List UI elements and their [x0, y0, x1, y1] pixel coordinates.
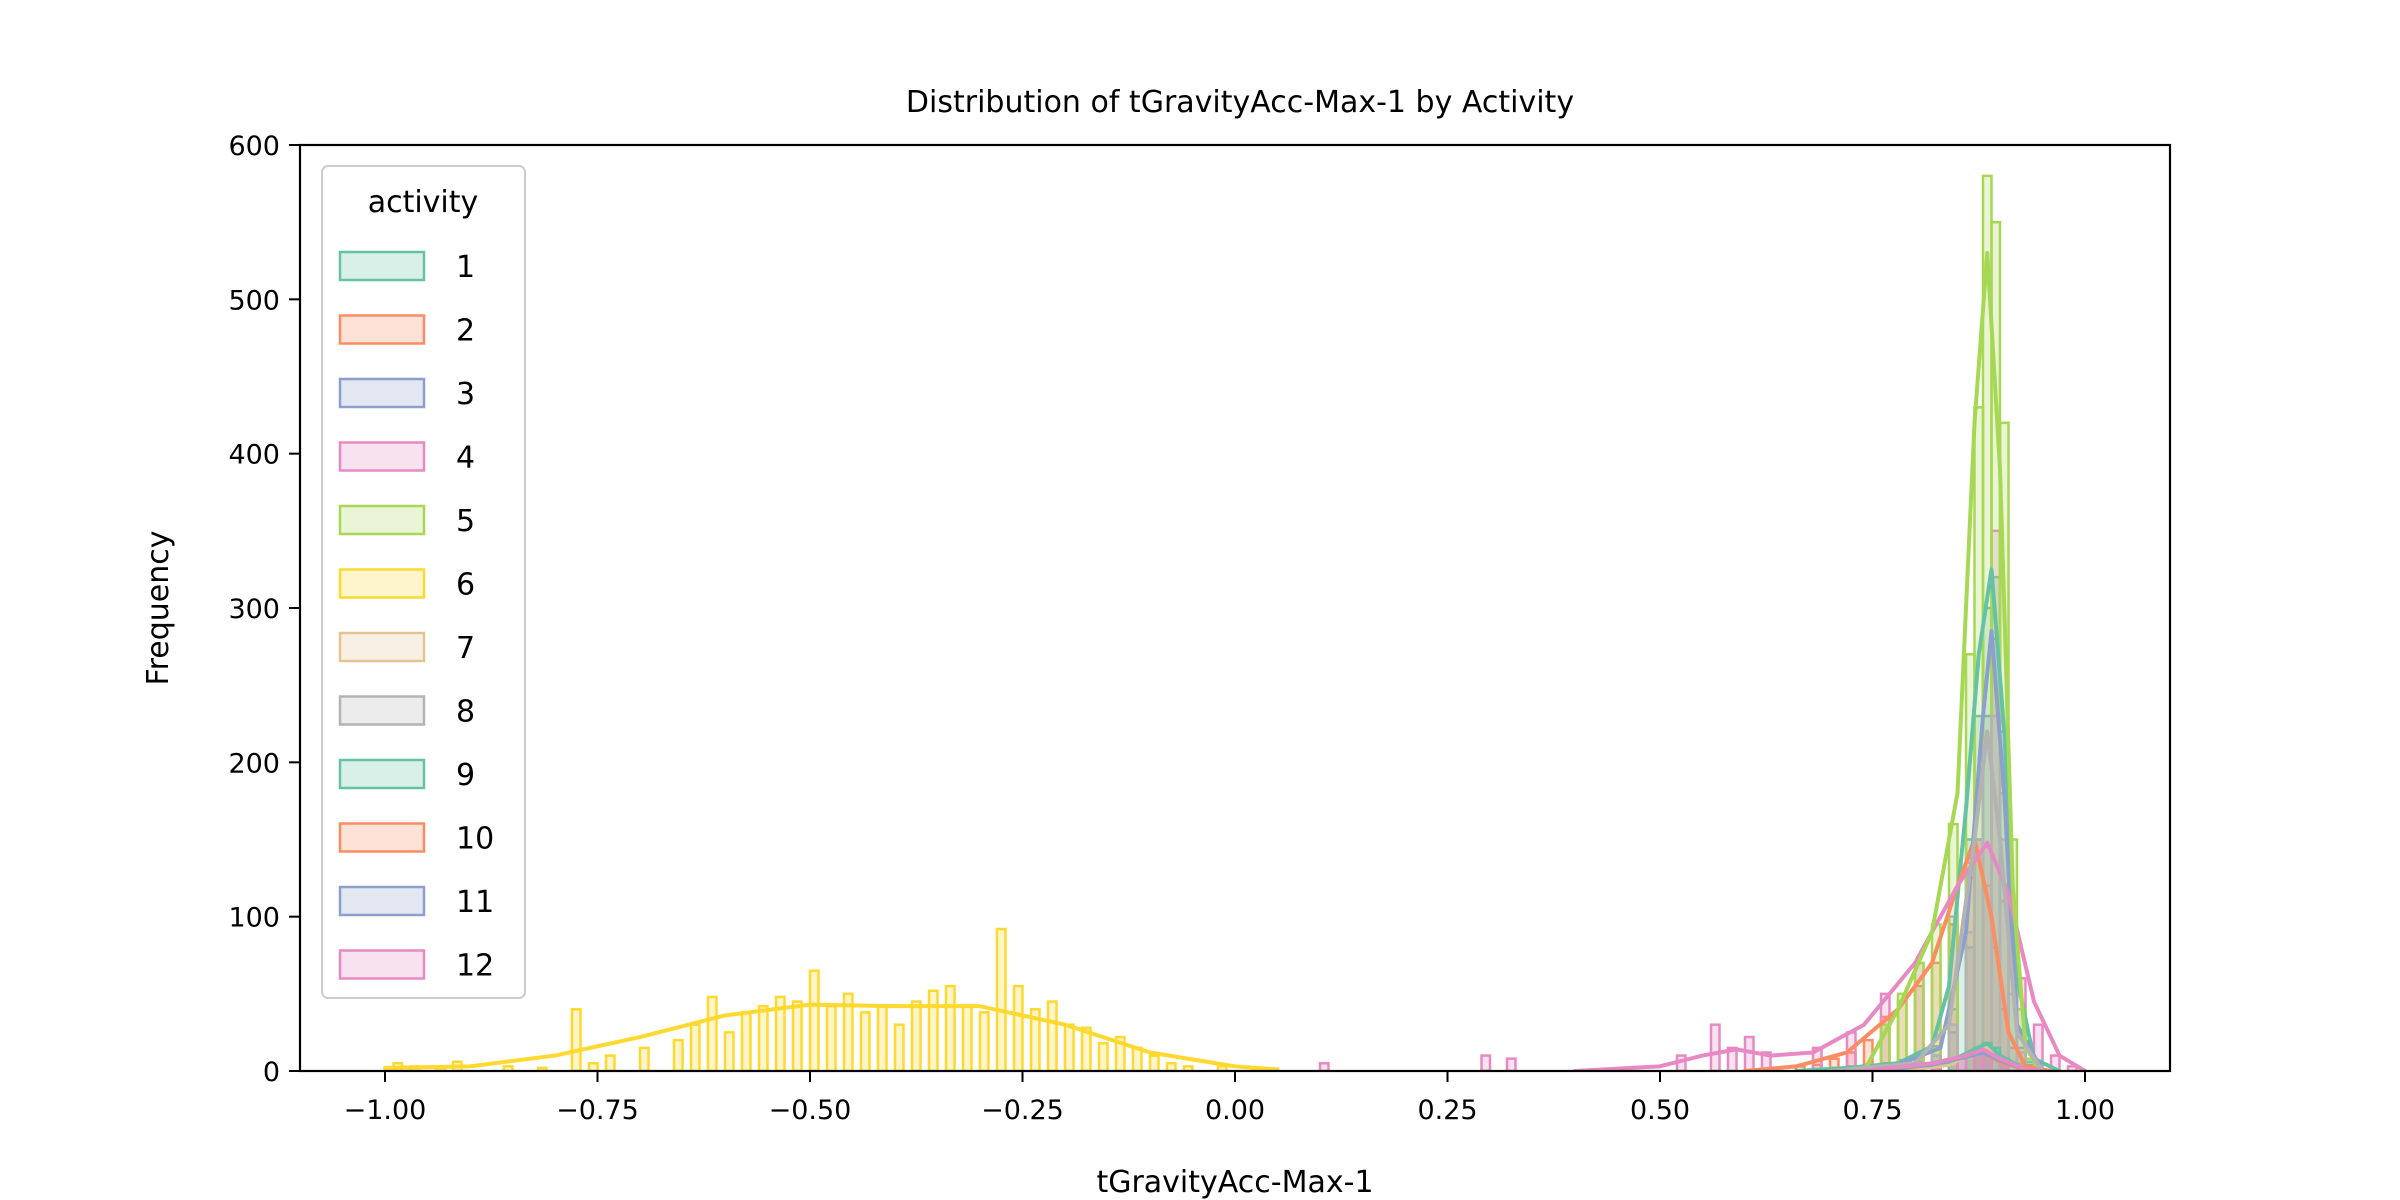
bar-s6-b18: [808, 969, 820, 1071]
y-tick-label-5: 500: [228, 285, 280, 316]
legend-swatch-10: [338, 822, 426, 853]
legend-title: activity: [368, 185, 479, 220]
legend-swatch-1: [338, 250, 426, 282]
bar-s6-b10: [672, 1038, 684, 1071]
x-axis-label: tGravityAcc-Max-1: [1096, 1165, 1373, 1200]
y-tick-label-3: 300: [228, 594, 280, 625]
bar-s6-b6: [570, 1008, 582, 1071]
bar-s2-b2: [1828, 1057, 1840, 1071]
kde-line-3: [1828, 629, 2045, 1071]
kde-line-12: [1862, 1047, 2045, 1071]
chart-title: Distribution of tGravityAcc-Max-1 by Act…: [906, 85, 1574, 120]
bar-s4-b2: [1505, 1057, 1517, 1071]
bar-s6-b26: [944, 984, 956, 1071]
bar-s6-b22: [876, 1004, 888, 1071]
legend-label-8: 8: [456, 695, 475, 730]
legend-label-1: 1: [456, 250, 475, 285]
bar-s6-b20: [842, 992, 854, 1071]
x-tick-label-7: 0.75: [1842, 1095, 1902, 1126]
legend-label-9: 9: [456, 758, 475, 793]
legend-swatch-9: [338, 758, 426, 790]
bar-s6-b14: [740, 1011, 752, 1071]
legend-label-6: 6: [456, 568, 475, 603]
x-tick-label-4: 0.00: [1205, 1095, 1265, 1126]
legend-swatch-5: [338, 504, 426, 536]
y-tick-label-4: 400: [228, 440, 280, 471]
bar-s6-b38: [1148, 1054, 1160, 1071]
bar-s6-b23: [893, 1023, 905, 1071]
y-axis-label: Frequency: [141, 531, 176, 686]
legend-swatch-7: [338, 631, 426, 663]
kde-line-4: [1573, 840, 2087, 1071]
legend-label-4: 4: [456, 441, 475, 476]
bar-s6-b36: [1114, 1035, 1126, 1071]
bar-s6-b29: [995, 927, 1007, 1071]
y-tick-label-0: 0: [263, 1057, 280, 1088]
bar-s6-b17: [791, 1000, 803, 1071]
bar-s6-b30: [1012, 984, 1024, 1071]
bar-s4-b4: [1709, 1023, 1721, 1071]
x-tick-label-1: −0.75: [556, 1095, 639, 1126]
legend-swatch-6: [338, 568, 426, 599]
legend-swatch-3: [338, 377, 426, 409]
y-axis-ticks: 0 100 200 300 400 500 600: [228, 131, 300, 1088]
histogram-bars: [392, 174, 2078, 1071]
bar-s4-b0: [1318, 1062, 1330, 1071]
bar-s6-b39: [1165, 1062, 1177, 1071]
bar-s4-b1: [1480, 1054, 1492, 1071]
y-tick-label-6: 600: [228, 131, 280, 162]
kde-curves: [383, 251, 2087, 1071]
x-tick-label-5: 0.25: [1417, 1095, 1477, 1126]
bar-s6-b9: [638, 1046, 650, 1071]
legend-swatch-2: [338, 314, 426, 345]
x-tick-label-3: −0.25: [981, 1095, 1064, 1126]
bar-s6-b32: [1046, 1000, 1058, 1071]
bar-s6-b21: [859, 1011, 871, 1071]
bar-s6-b25: [927, 989, 939, 1071]
x-tick-label-0: −1.00: [344, 1095, 427, 1126]
legend-label-10: 10: [456, 822, 494, 857]
bar-s6-b35: [1097, 1041, 1109, 1071]
plot-area: [383, 174, 2087, 1071]
legend-swatch-11: [338, 885, 426, 917]
bar-s5-b1: [1896, 992, 1908, 1071]
bar-s6-b15: [757, 1004, 769, 1071]
bar-s6-b19: [825, 1004, 837, 1071]
legend-swatch-4: [338, 441, 426, 472]
bar-s6-b34: [1080, 1026, 1092, 1071]
y-tick-label-2: 200: [228, 748, 280, 779]
bar-s6-b12: [706, 995, 718, 1071]
bar-s6-b13: [723, 1031, 735, 1071]
legend-label-5: 5: [456, 504, 475, 539]
kde-line-5: [1862, 251, 2045, 1071]
legend-label-2: 2: [456, 314, 475, 349]
legend-swatch-8: [338, 695, 426, 726]
x-tick-label-6: 0.50: [1630, 1095, 1690, 1126]
y-tick-label-1: 100: [228, 903, 280, 934]
bar-s6-b8: [604, 1054, 616, 1071]
bar-s6-b28: [978, 1011, 990, 1071]
bar-s6-b27: [961, 1004, 973, 1071]
bar-s6-b11: [689, 1023, 701, 1071]
bar-s6-b33: [1063, 1023, 1075, 1071]
x-tick-label-8: 1.00: [2055, 1095, 2115, 1126]
kde-line-6: [383, 1002, 1280, 1071]
bar-s6-b31: [1029, 1008, 1041, 1071]
legend-label-12: 12: [456, 949, 494, 984]
legend-label-7: 7: [456, 631, 475, 666]
bar-s6-b5: [536, 1066, 548, 1071]
bar-s6-b24: [910, 1000, 922, 1071]
kde-line-8: [1828, 729, 2045, 1071]
plot-frame: [298, 143, 2172, 1073]
x-axis-ticks: −1.00 −0.75 −0.50 −0.25 0.00 0.25 0.50 0.75 1.00: [344, 1071, 2115, 1126]
bar-s6-b7: [587, 1062, 599, 1071]
legend-label-3: 3: [456, 377, 475, 412]
legend-swatch-12: [338, 949, 426, 980]
x-tick-label-2: −0.50: [769, 1095, 852, 1126]
legend-label-11: 11: [456, 885, 494, 920]
